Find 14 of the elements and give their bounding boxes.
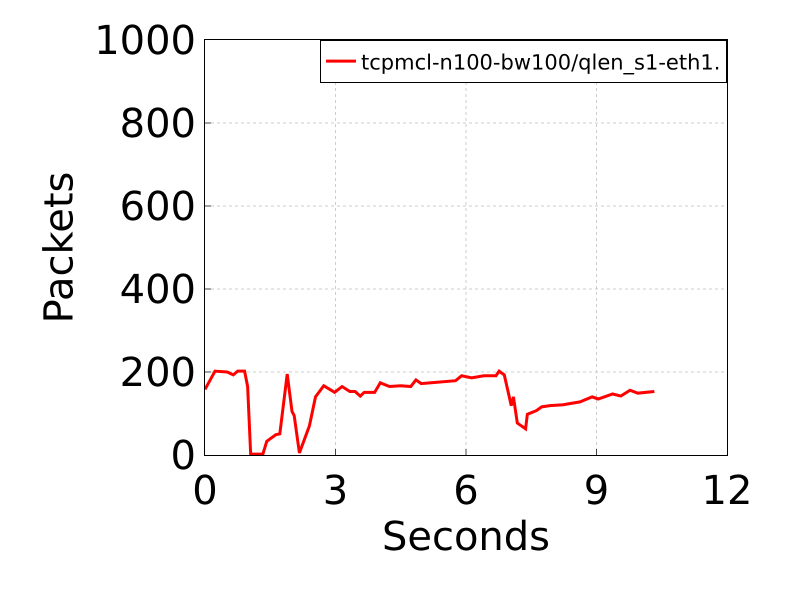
x-tick-label: 12 [702,468,752,514]
y-tick-label: 0 [170,433,196,479]
x-axis-title: Seconds [382,514,550,560]
legend-label: tcpmcl-n100-bw100/qlen_s1-eth1. [361,50,720,74]
y-tick-label: 400 [120,267,196,313]
x-tick-label: 6 [453,468,479,514]
y-tick-label: 1000 [94,18,196,64]
y-tick-label: 800 [120,101,196,147]
x-tick-label: 9 [584,468,610,514]
y-tick-label: 200 [120,350,196,396]
y-axis-title: Packets [36,172,83,324]
x-tick-label: 3 [322,468,348,514]
y-tick-label: 600 [120,184,196,230]
line-series [205,370,656,455]
